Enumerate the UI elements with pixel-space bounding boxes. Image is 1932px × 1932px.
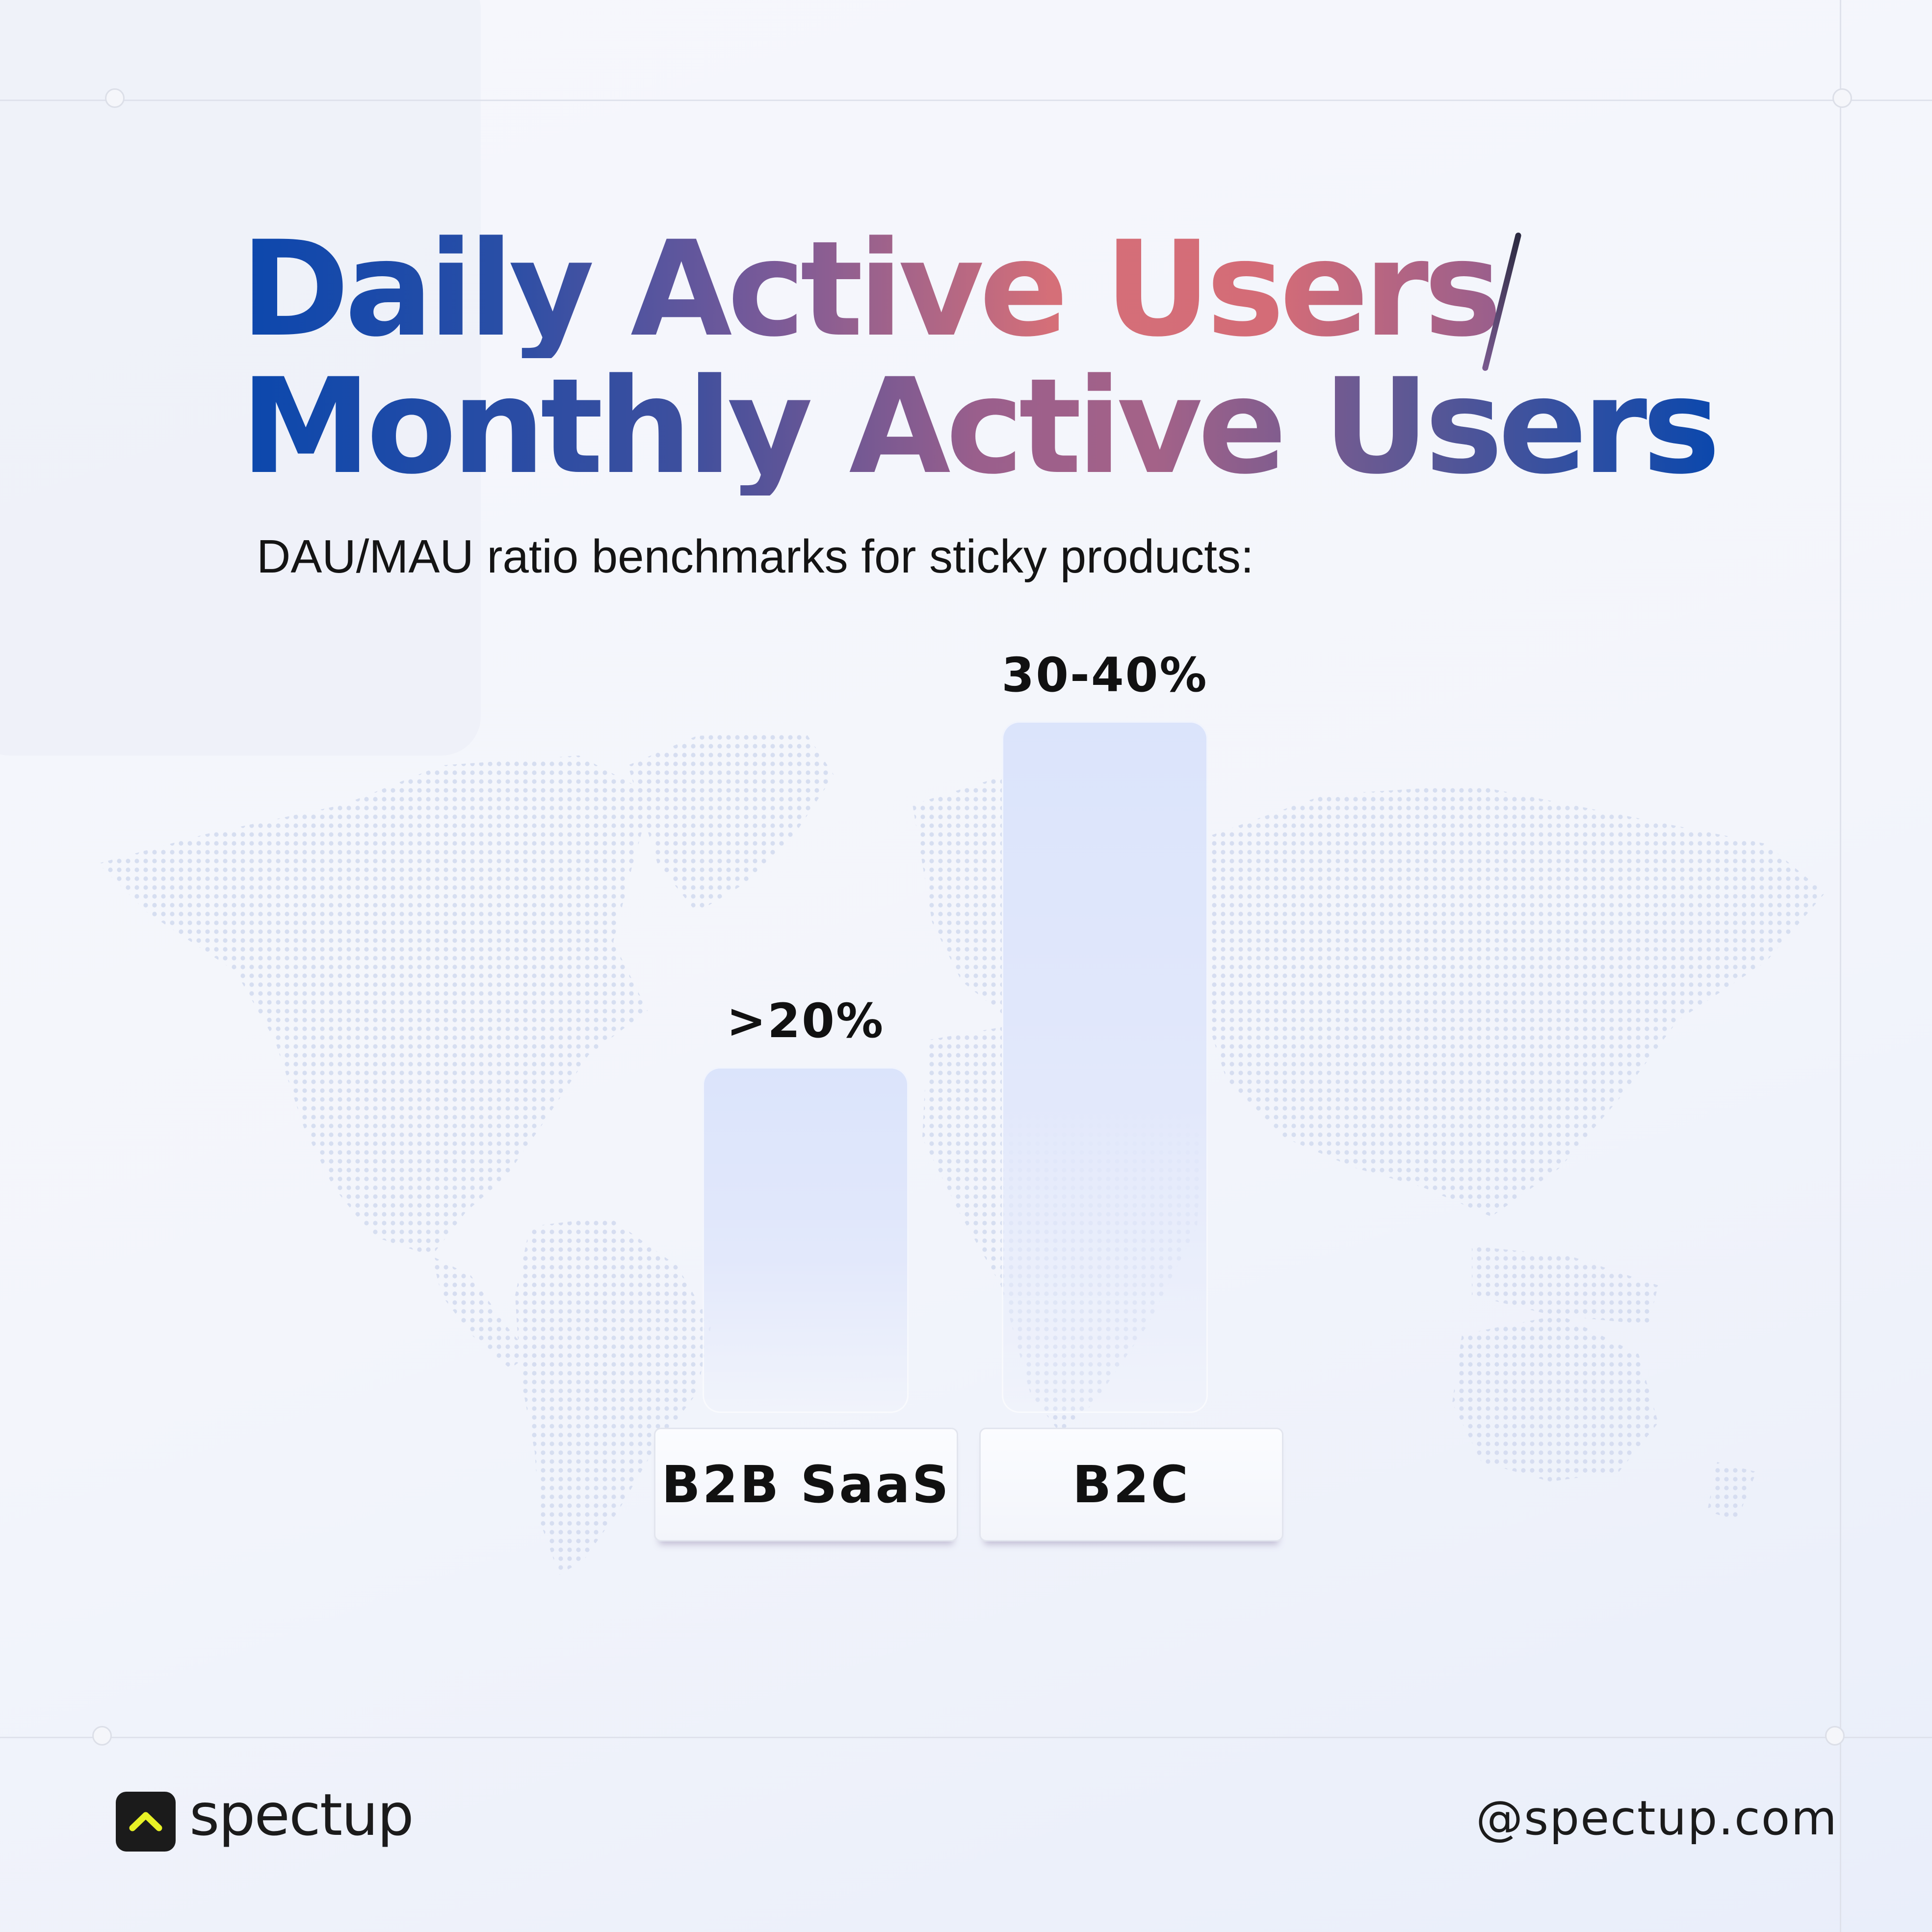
background-shape <box>0 0 481 756</box>
title-line-1: Daily Active Users <box>240 221 1716 358</box>
frame-line-top <box>0 100 1932 101</box>
spectup-logo <box>116 1792 176 1852</box>
frame-dot <box>105 88 125 108</box>
frame-dot <box>1832 88 1852 108</box>
chart-subtitle: DAU/MAU ratio benchmarks for sticky prod… <box>257 530 1254 583</box>
frame-dot <box>1825 1726 1845 1746</box>
frame-dot <box>92 1726 112 1746</box>
chevron-up-icon <box>129 1812 162 1831</box>
frame-line-bottom <box>0 1737 1932 1738</box>
bar-value-label: >20% <box>726 993 885 1048</box>
website-handle[interactable]: @spectup.com <box>1476 1791 1838 1846</box>
category-label: B2B SaaS <box>654 1428 958 1541</box>
bar-value-label: 30-40% <box>1001 648 1208 703</box>
chart-title: Daily Active Users Monthly Active Users <box>240 221 1721 503</box>
bar-b2c <box>1002 721 1208 1413</box>
category-label: B2C <box>979 1428 1283 1541</box>
frame-line-right <box>1840 0 1841 1932</box>
brand-name: spectup <box>189 1781 414 1849</box>
bar-b2b-saas <box>703 1067 909 1413</box>
title-line-2: Monthly Active Users <box>240 350 1721 503</box>
